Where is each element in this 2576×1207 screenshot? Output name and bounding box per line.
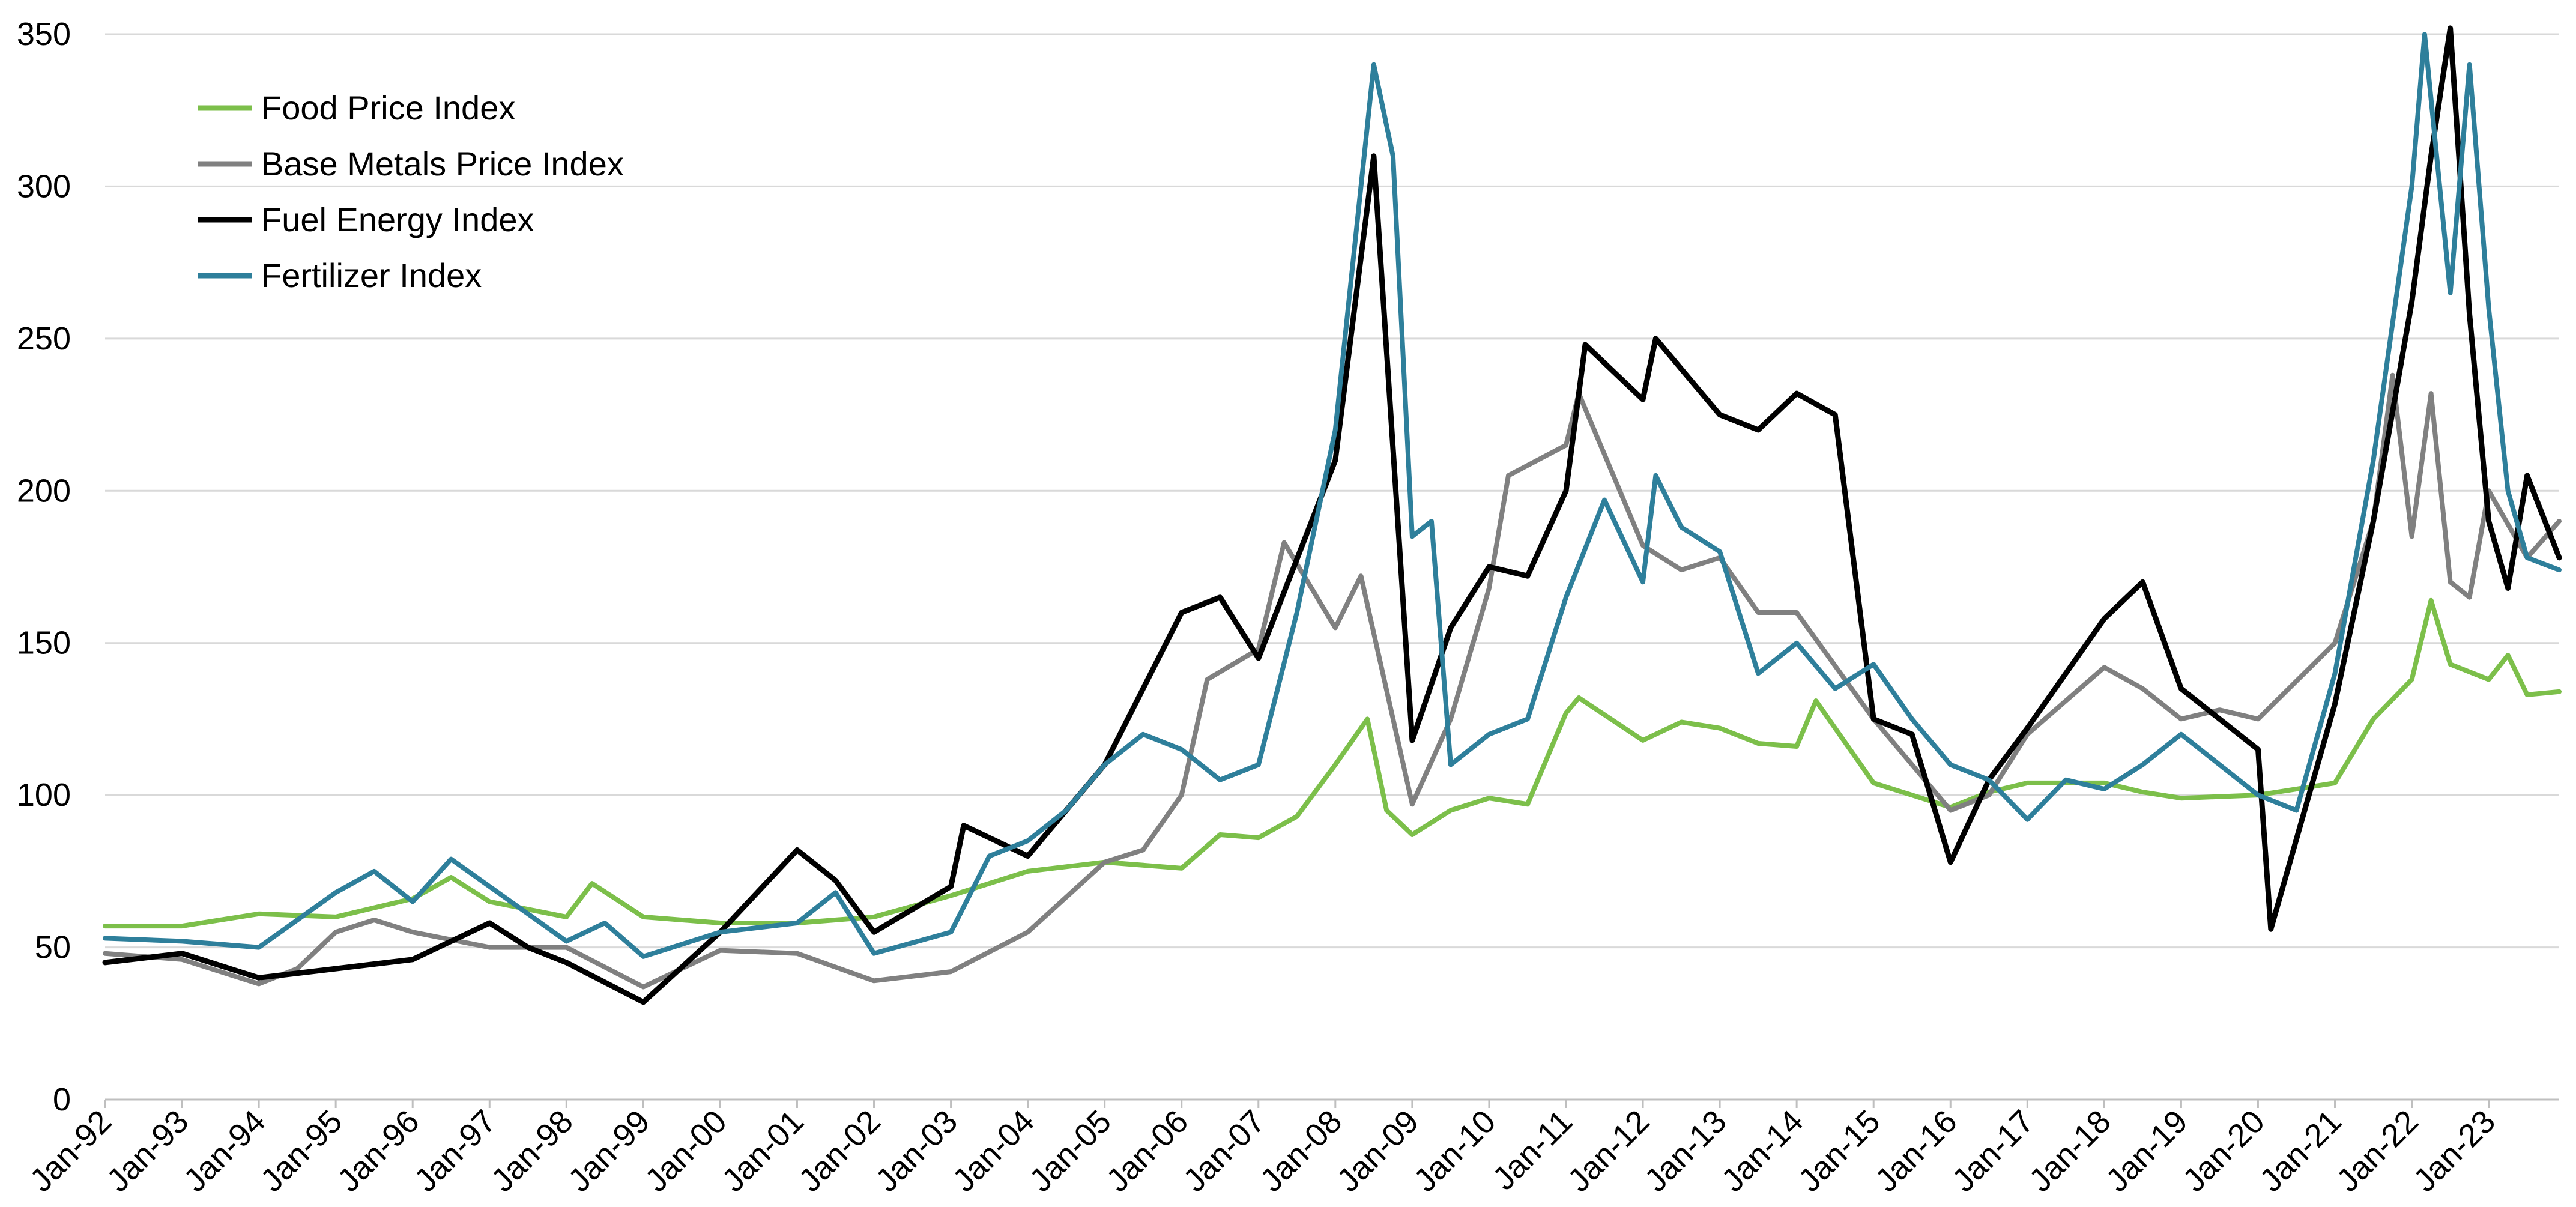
legend: Food Price Index Base Metals Price Index F… (198, 89, 624, 294)
x-tick-label: Jan-12 (1561, 1103, 1656, 1199)
x-tick-label: Jan-14 (1714, 1103, 1810, 1199)
legend-label: Fuel Energy Index (261, 201, 534, 238)
y-tick-label: 0 (53, 1081, 71, 1118)
x-tick-label: Jan-97 (408, 1103, 503, 1199)
y-gridlines (105, 33, 2559, 949)
legend-label: Food Price Index (261, 89, 515, 127)
x-tick-label: Jan-95 (253, 1103, 349, 1199)
legend-label: Fertilizer Index (261, 256, 482, 294)
x-tick-label: Jan-13 (1637, 1103, 1733, 1199)
x-tick-label: Jan-22 (2330, 1103, 2425, 1199)
x-tick-label: Jan-19 (2099, 1103, 2195, 1199)
x-tick-label: Jan-11 (1486, 1103, 1579, 1197)
x-tick-label: Jan-07 (1176, 1103, 1272, 1199)
y-tick-label: 350 (17, 16, 71, 52)
x-tick-label: Jan-08 (1253, 1103, 1349, 1199)
x-tick-label: Jan-06 (1099, 1103, 1195, 1199)
x-tick-label: Jan-03 (869, 1103, 964, 1199)
x-axis-tick-labels: Jan-92Jan-93Jan-94Jan-95Jan-96Jan-97Jan-… (23, 1100, 2502, 1199)
x-tick-label: Jan-18 (2022, 1103, 2118, 1199)
x-tick-label: Jan-94 (177, 1103, 272, 1199)
series-line-fertilizer-index (103, 32, 2562, 959)
x-tick-label: Jan-02 (792, 1103, 887, 1199)
y-axis-tick-labels: 0 50 100 150 200 250 300 350 (17, 16, 71, 1118)
y-tick-label: 250 (17, 321, 71, 357)
x-tick-label: Jan-93 (100, 1103, 195, 1199)
x-tick-label: Jan-10 (1407, 1103, 1502, 1199)
x-tick-label: Jan-00 (638, 1103, 734, 1199)
x-tick-label: Jan-98 (485, 1103, 580, 1199)
x-tick-label: Jan-21 (2253, 1103, 2348, 1199)
legend-label: Base Metals Price Index (261, 145, 624, 183)
x-tick-label: Jan-01 (715, 1103, 811, 1199)
y-tick-label: 300 (17, 168, 71, 204)
x-tick-label: Jan-09 (1330, 1103, 1426, 1199)
x-tick-label: Jan-99 (561, 1103, 657, 1199)
y-tick-label: 100 (17, 777, 71, 813)
x-tick-label: Jan-15 (1791, 1103, 1887, 1199)
series-line-food-price-index (103, 597, 2562, 929)
x-tick-label: Jan-17 (1946, 1103, 2041, 1199)
x-tick-label: Jan-20 (2176, 1103, 2272, 1199)
x-tick-label: Jan-16 (1869, 1103, 1964, 1199)
x-tick-label: Jan-04 (946, 1103, 1041, 1199)
x-tick-label: Jan-23 (2407, 1103, 2502, 1199)
y-tick-label: 150 (17, 625, 71, 661)
y-tick-label: 50 (35, 930, 71, 966)
series-lines (102, 25, 2562, 1005)
y-tick-label: 200 (17, 473, 71, 509)
x-tick-label: Jan-96 (331, 1103, 426, 1199)
x-tick-label: Jan-05 (1023, 1103, 1118, 1199)
